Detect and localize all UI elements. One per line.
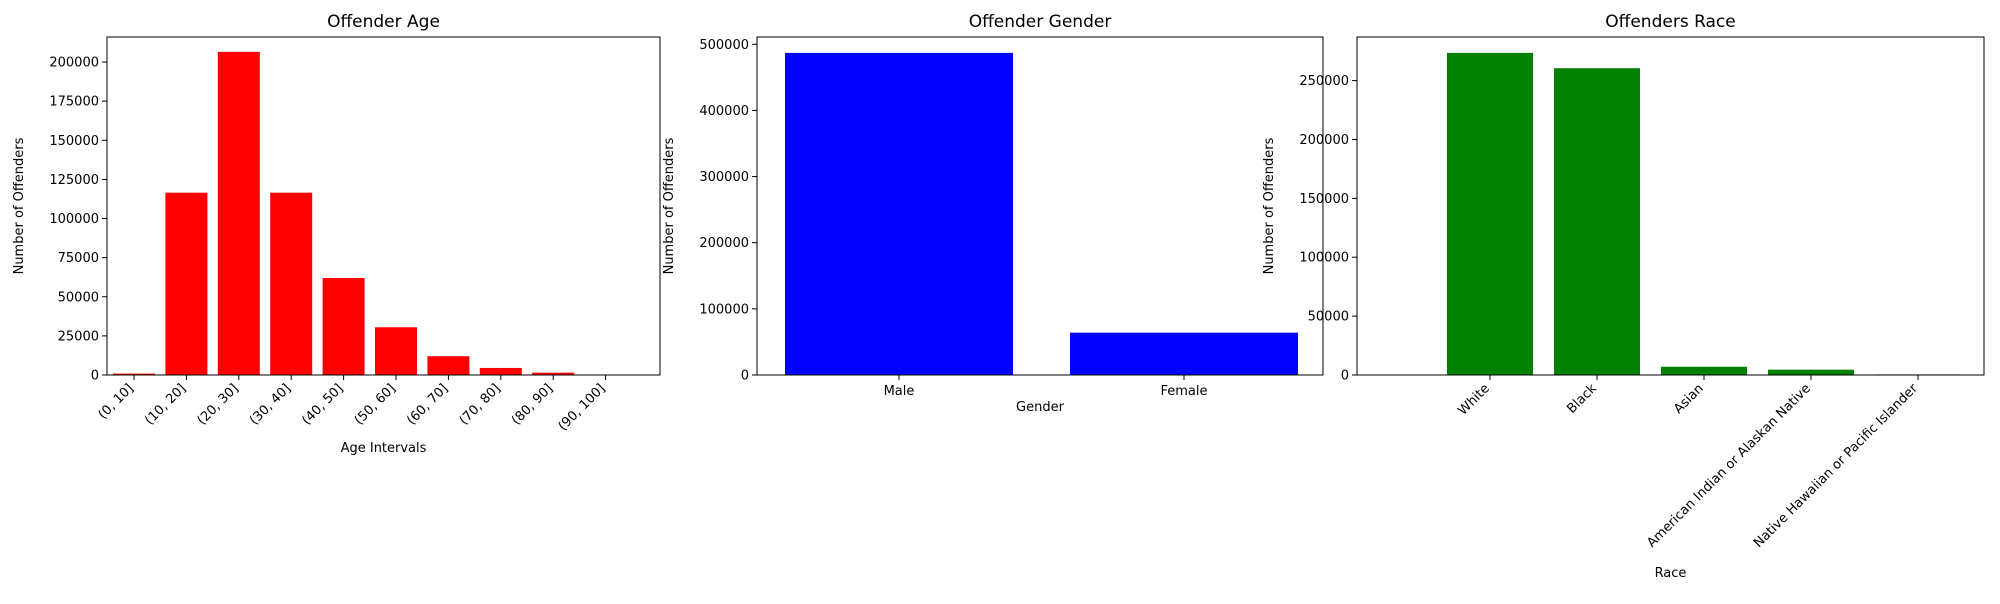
- y-tick-label: 150000: [1299, 192, 1349, 207]
- y-tick-label: 100000: [1299, 251, 1349, 266]
- chart-title: Offender Gender: [969, 12, 1112, 32]
- bar-1-5: [323, 278, 365, 375]
- y-tick-label: 50000: [1308, 310, 1349, 325]
- bar-2-1: [785, 53, 1013, 375]
- y-tick-label: 75000: [58, 251, 99, 266]
- x-tick-label: Female: [1160, 384, 1207, 399]
- x-tick-label: (50, 60]: [352, 381, 399, 428]
- y-tick-label: 25000: [58, 329, 99, 344]
- x-tick-label: Native Hawaiian or Pacific Islander: [1751, 381, 1921, 551]
- x-tick-label: (60, 70]: [404, 381, 451, 428]
- x-tick-label: (10, 20]: [142, 381, 189, 428]
- x-tick-label: (40, 50]: [299, 381, 346, 428]
- x-tick-label: White: [1455, 381, 1492, 418]
- y-axis-label: Number of Offenders: [662, 137, 677, 274]
- bar-1-2: [165, 193, 207, 375]
- x-tick-label: Asian: [1671, 381, 1707, 417]
- y-tick-label: 0: [1341, 369, 1349, 384]
- x-axis-label: Gender: [1016, 400, 1065, 415]
- bar-1-8: [480, 368, 522, 375]
- bar-1-4: [270, 193, 312, 375]
- bar-2-2: [1070, 333, 1298, 375]
- x-tick-label: (20, 30]: [195, 381, 242, 428]
- y-tick-label: 100000: [699, 302, 749, 317]
- y-tick-label: 175000: [49, 95, 99, 110]
- x-tick-label: (90, 100]: [556, 381, 609, 434]
- y-tick-label: 0: [91, 369, 99, 384]
- y-axis-label: Number of Offenders: [12, 137, 27, 274]
- x-tick-label: Male: [884, 384, 915, 399]
- chart-title: Offenders Race: [1605, 12, 1736, 32]
- y-tick-label: 150000: [49, 134, 99, 149]
- y-tick-label: 250000: [1299, 74, 1349, 89]
- y-tick-label: 200000: [49, 56, 99, 71]
- bar-3-3: [1661, 367, 1747, 375]
- bar-3-1: [1447, 53, 1533, 375]
- chart-title: Offender Age: [327, 12, 440, 32]
- chart-panel-2: 0 100000 200000 300000 400000 500000 Male Femal…: [662, 12, 1323, 415]
- bar-1-7: [427, 356, 469, 375]
- y-axis-label: Number of Offenders: [1262, 137, 1277, 274]
- x-tick-label: (0, 10]: [96, 381, 137, 422]
- y-tick-label: 500000: [699, 38, 749, 53]
- y-tick-label: 400000: [699, 104, 749, 119]
- y-tick-label: 0: [741, 369, 749, 384]
- x-axis-label: Race: [1655, 566, 1687, 581]
- chart-panel-3: 0 50000 100000 150000 200000 250000 White Black…: [1262, 12, 1984, 581]
- x-tick-label: (70, 80]: [457, 381, 504, 428]
- y-tick-label: 50000: [58, 290, 99, 305]
- x-axis-label: Age Intervals: [341, 441, 427, 456]
- x-tick-label: (80, 90]: [509, 381, 556, 428]
- y-tick-label: 200000: [1299, 133, 1349, 148]
- y-tick-label: 100000: [49, 212, 99, 227]
- y-tick-label: 125000: [49, 173, 99, 188]
- bar-3-2: [1554, 68, 1640, 375]
- chart-panel-1: 0 25000 50000 75000 100000 125000 150000 175000…: [12, 12, 660, 456]
- y-tick-label: 300000: [699, 170, 749, 185]
- bar-3-4: [1768, 370, 1854, 375]
- x-tick-label: Black: [1564, 381, 1600, 417]
- x-tick-label: (30, 40]: [247, 381, 294, 428]
- x-tick-label: American Indian or Alaskan Native: [1644, 381, 1813, 550]
- y-tick-label: 200000: [699, 236, 749, 251]
- bar-1-3: [218, 52, 260, 375]
- bar-1-6: [375, 327, 417, 375]
